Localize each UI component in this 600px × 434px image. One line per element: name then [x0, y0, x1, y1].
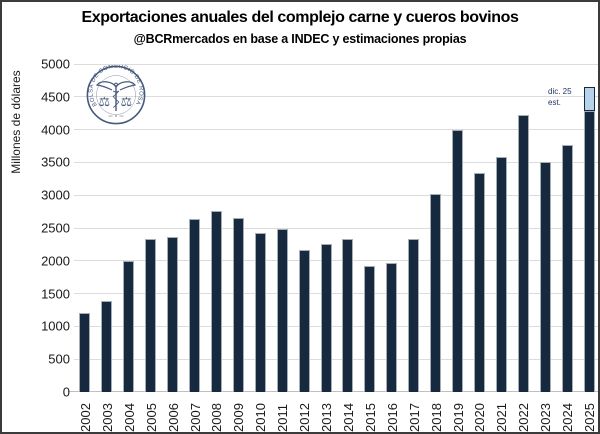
bar-2017: [408, 238, 420, 392]
bar-2006: [167, 237, 179, 392]
x-tick-label-2014: 2014: [340, 403, 356, 432]
x-tick-label-2022: 2022: [516, 403, 532, 432]
bar-2018: [430, 193, 442, 392]
x-tick-label-2016: 2016: [384, 403, 400, 432]
logo-inner-ring: [96, 75, 136, 115]
x-tick-label-2023: 2023: [538, 403, 554, 432]
gridline-2500: [74, 227, 598, 229]
bar-2011: [276, 228, 288, 392]
x-tick-label-2004: 2004: [121, 403, 137, 432]
x-tick-label-2021: 2021: [494, 403, 510, 432]
x-tick-label-2025: 2025: [582, 403, 598, 432]
chart-subtitle: @BCRmercados en base a INDEC y estimacio…: [133, 32, 467, 46]
x-tick-label-2019: 2019: [450, 403, 466, 432]
gridline-1500: [74, 293, 598, 295]
logo-bottom-ornament: [108, 115, 124, 117]
y-tick-label-3000: 3000: [41, 187, 70, 203]
gridline-4500: [74, 96, 598, 98]
bar-2003: [101, 300, 113, 392]
x-tick-label-2009: 2009: [231, 403, 247, 432]
x-tick-label-2012: 2012: [297, 403, 313, 432]
bar-2014: [342, 238, 354, 392]
y-tick-label-1000: 1000: [41, 318, 70, 334]
x-tick-label-2007: 2007: [187, 403, 203, 432]
bar-2019: [452, 130, 464, 392]
bar-2012: [298, 249, 310, 392]
gridline-0: [68, 391, 598, 392]
bcr-logo: BOLSA DE COMERCIO DE ROSARIO ⚖ ⚖: [86, 65, 146, 125]
y-tick-label-2500: 2500: [41, 220, 70, 236]
y-tick-label-4500: 4500: [41, 89, 70, 105]
bar-2008: [210, 210, 222, 392]
gridline-2000: [74, 260, 598, 262]
x-tick-label-2011: 2011: [275, 404, 291, 432]
x-tick-label-2013: 2013: [319, 403, 335, 432]
y-tick-label-1500: 1500: [41, 286, 70, 302]
svg-text:⚖: ⚖: [121, 94, 133, 109]
bar-2005: [145, 239, 157, 392]
y-tick-label-3500: 3500: [41, 154, 70, 170]
bar-2021: [495, 157, 507, 392]
bar-2022: [517, 114, 529, 392]
gridline-500: [74, 358, 598, 360]
bar-2023: [539, 161, 551, 392]
x-tick-label-2005: 2005: [143, 403, 159, 432]
svg-text:⚖: ⚖: [99, 94, 111, 109]
x-tick-label-2002: 2002: [77, 403, 93, 432]
gridline-5000: [74, 63, 598, 65]
bar-2004: [123, 261, 135, 392]
gridline-3500: [74, 161, 598, 163]
bar-2025-estimated-segment: [583, 86, 595, 112]
gridline-3000: [74, 194, 598, 196]
x-tick-label-2018: 2018: [428, 403, 444, 432]
plot-area: [68, 63, 598, 392]
y-tick-label-2000: 2000: [41, 253, 70, 269]
y-tick-label-4000: 4000: [41, 122, 70, 138]
bar-2016: [386, 262, 398, 392]
bar-2015: [364, 266, 376, 392]
bar-2010: [254, 233, 266, 392]
x-tick-label-2006: 2006: [165, 403, 181, 432]
x-tick-label-2010: 2010: [253, 403, 269, 432]
scales-icon: ⚖ ⚖: [99, 94, 133, 109]
y-tick-label-500: 500: [48, 351, 70, 367]
x-tick-label-2024: 2024: [560, 403, 576, 432]
bar-2024: [561, 145, 573, 392]
gridline-4000: [74, 129, 598, 131]
estimate-annotation: dic. 25 est.: [548, 86, 572, 108]
estimate-annotation-line2: est.: [548, 98, 561, 107]
bar-2007: [189, 219, 201, 392]
y-tick-label-0: 0: [62, 384, 70, 400]
logo-outer-ring: [86, 65, 146, 125]
x-tick-label-2015: 2015: [362, 403, 378, 432]
x-tick-label-2008: 2008: [209, 403, 225, 432]
estimate-annotation-line1: dic. 25: [548, 87, 572, 96]
x-tick-label-2017: 2017: [406, 403, 422, 432]
x-tick-label-2020: 2020: [472, 403, 488, 432]
bar-2013: [320, 244, 332, 392]
chart-title: Exportaciones anuales del complejo carne…: [81, 9, 519, 26]
bar-2020: [473, 172, 485, 392]
y-tick-label-5000: 5000: [41, 56, 70, 72]
bar-2025: [583, 111, 595, 392]
gridline-1000: [74, 325, 598, 327]
caduceus-icon: [95, 81, 137, 111]
x-tick-label-2003: 2003: [99, 403, 115, 432]
bar-2002: [79, 312, 91, 392]
bar-2009: [232, 218, 244, 392]
